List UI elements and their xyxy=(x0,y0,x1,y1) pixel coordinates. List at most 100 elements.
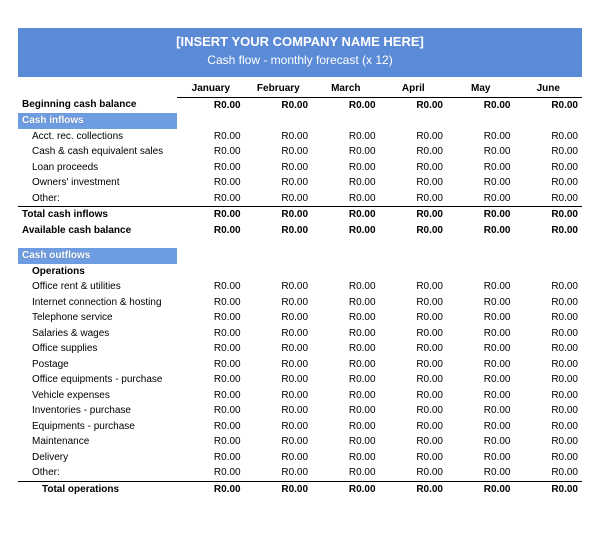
operation-item: Maintenance xyxy=(18,434,177,450)
cell-value: R0.00 xyxy=(514,388,582,404)
company-header: [INSERT YOUR COMPANY NAME HERE] Cash flo… xyxy=(18,28,582,77)
column-header: February xyxy=(245,81,312,97)
cell-value: R0.00 xyxy=(177,97,244,113)
cell-value: R0.00 xyxy=(245,326,312,342)
cell-value: R0.00 xyxy=(380,97,447,113)
cell-value: R0.00 xyxy=(380,434,447,450)
cell-value: R0.00 xyxy=(312,97,379,113)
cell-value: R0.00 xyxy=(177,434,244,450)
cell-value: R0.00 xyxy=(380,279,447,295)
cell-value: R0.00 xyxy=(514,326,582,342)
cell-value: R0.00 xyxy=(177,160,244,176)
operation-item: Equipments - purchase xyxy=(18,419,177,435)
cell-value: R0.00 xyxy=(312,175,379,191)
cell-value: R0.00 xyxy=(380,341,447,357)
cell-value: R0.00 xyxy=(245,279,312,295)
cell-value: R0.00 xyxy=(380,223,447,239)
cell-value: R0.00 xyxy=(245,450,312,466)
cell-value: R0.00 xyxy=(245,310,312,326)
cell-value: R0.00 xyxy=(245,207,312,223)
cell-value: R0.00 xyxy=(514,434,582,450)
cell-value: R0.00 xyxy=(245,129,312,145)
cell-value: R0.00 xyxy=(447,403,514,419)
cell-value: R0.00 xyxy=(447,450,514,466)
cell-value: R0.00 xyxy=(447,160,514,176)
company-name-placeholder: [INSERT YOUR COMPANY NAME HERE] xyxy=(18,34,582,49)
cell-value: R0.00 xyxy=(380,175,447,191)
beginning-balance-label: Beginning cash balance xyxy=(18,97,177,113)
cell-value: R0.00 xyxy=(245,191,312,207)
operation-item: Office rent & utilities xyxy=(18,279,177,295)
cell-value: R0.00 xyxy=(380,310,447,326)
operation-item: Salaries & wages xyxy=(18,326,177,342)
cell-value: R0.00 xyxy=(312,465,379,481)
cell-value: R0.00 xyxy=(245,341,312,357)
cell-value: R0.00 xyxy=(177,310,244,326)
cell-value: R0.00 xyxy=(447,279,514,295)
cell-value: R0.00 xyxy=(380,465,447,481)
inflow-item: Acct. rec. collections xyxy=(18,129,177,145)
operation-item: Office equipments - purchase xyxy=(18,372,177,388)
cell-value: R0.00 xyxy=(380,403,447,419)
cell-value: R0.00 xyxy=(514,403,582,419)
cell-value: R0.00 xyxy=(380,372,447,388)
cell-value: R0.00 xyxy=(177,403,244,419)
column-header: April xyxy=(380,81,447,97)
column-header: May xyxy=(447,81,514,97)
operations-label: Operations xyxy=(18,264,177,280)
cell-value: R0.00 xyxy=(245,175,312,191)
cell-value: R0.00 xyxy=(177,129,244,145)
cell-value: R0.00 xyxy=(447,310,514,326)
cell-value: R0.00 xyxy=(312,372,379,388)
cell-value: R0.00 xyxy=(514,207,582,223)
inflow-item: Other: xyxy=(18,191,177,207)
cell-value: R0.00 xyxy=(177,223,244,239)
cell-value: R0.00 xyxy=(312,129,379,145)
operation-item: Internet connection & hosting xyxy=(18,295,177,311)
operation-item: Inventories - purchase xyxy=(18,403,177,419)
operation-item: Postage xyxy=(18,357,177,373)
cell-value: R0.00 xyxy=(380,129,447,145)
cell-value: R0.00 xyxy=(312,144,379,160)
cashflow-table: JanuaryFebruaryMarchAprilMayJuneBeginnin… xyxy=(18,81,582,497)
cell-value: R0.00 xyxy=(514,223,582,239)
cell-value: R0.00 xyxy=(447,357,514,373)
cell-value: R0.00 xyxy=(514,295,582,311)
cell-value: R0.00 xyxy=(447,144,514,160)
cell-value: R0.00 xyxy=(514,372,582,388)
cell-value: R0.00 xyxy=(177,295,244,311)
cell-value: R0.00 xyxy=(312,160,379,176)
cell-value: R0.00 xyxy=(380,357,447,373)
cell-value: R0.00 xyxy=(380,144,447,160)
cell-value: R0.00 xyxy=(514,129,582,145)
cell-value: R0.00 xyxy=(177,279,244,295)
cell-value: R0.00 xyxy=(514,419,582,435)
cell-value: R0.00 xyxy=(177,207,244,223)
cell-value: R0.00 xyxy=(177,388,244,404)
cell-value: R0.00 xyxy=(514,310,582,326)
cell-value: R0.00 xyxy=(312,419,379,435)
col-blank xyxy=(18,81,177,97)
cell-value: R0.00 xyxy=(245,403,312,419)
cell-value: R0.00 xyxy=(245,160,312,176)
cell-value: R0.00 xyxy=(177,191,244,207)
cell-value: R0.00 xyxy=(380,207,447,223)
cell-value: R0.00 xyxy=(312,223,379,239)
cell-value: R0.00 xyxy=(245,223,312,239)
operation-item: Vehicle expenses xyxy=(18,388,177,404)
cell-value: R0.00 xyxy=(514,357,582,373)
report-subtitle: Cash flow - monthly forecast (x 12) xyxy=(18,53,582,67)
cell-value: R0.00 xyxy=(312,295,379,311)
cell-value: R0.00 xyxy=(177,419,244,435)
cell-value: R0.00 xyxy=(447,481,514,497)
cell-value: R0.00 xyxy=(312,450,379,466)
cell-value: R0.00 xyxy=(380,388,447,404)
column-header: June xyxy=(514,81,582,97)
cell-value: R0.00 xyxy=(514,97,582,113)
cell-value: R0.00 xyxy=(447,295,514,311)
cell-value: R0.00 xyxy=(447,434,514,450)
cell-value: R0.00 xyxy=(312,326,379,342)
cell-value: R0.00 xyxy=(312,403,379,419)
cell-value: R0.00 xyxy=(514,160,582,176)
cell-value: R0.00 xyxy=(514,481,582,497)
